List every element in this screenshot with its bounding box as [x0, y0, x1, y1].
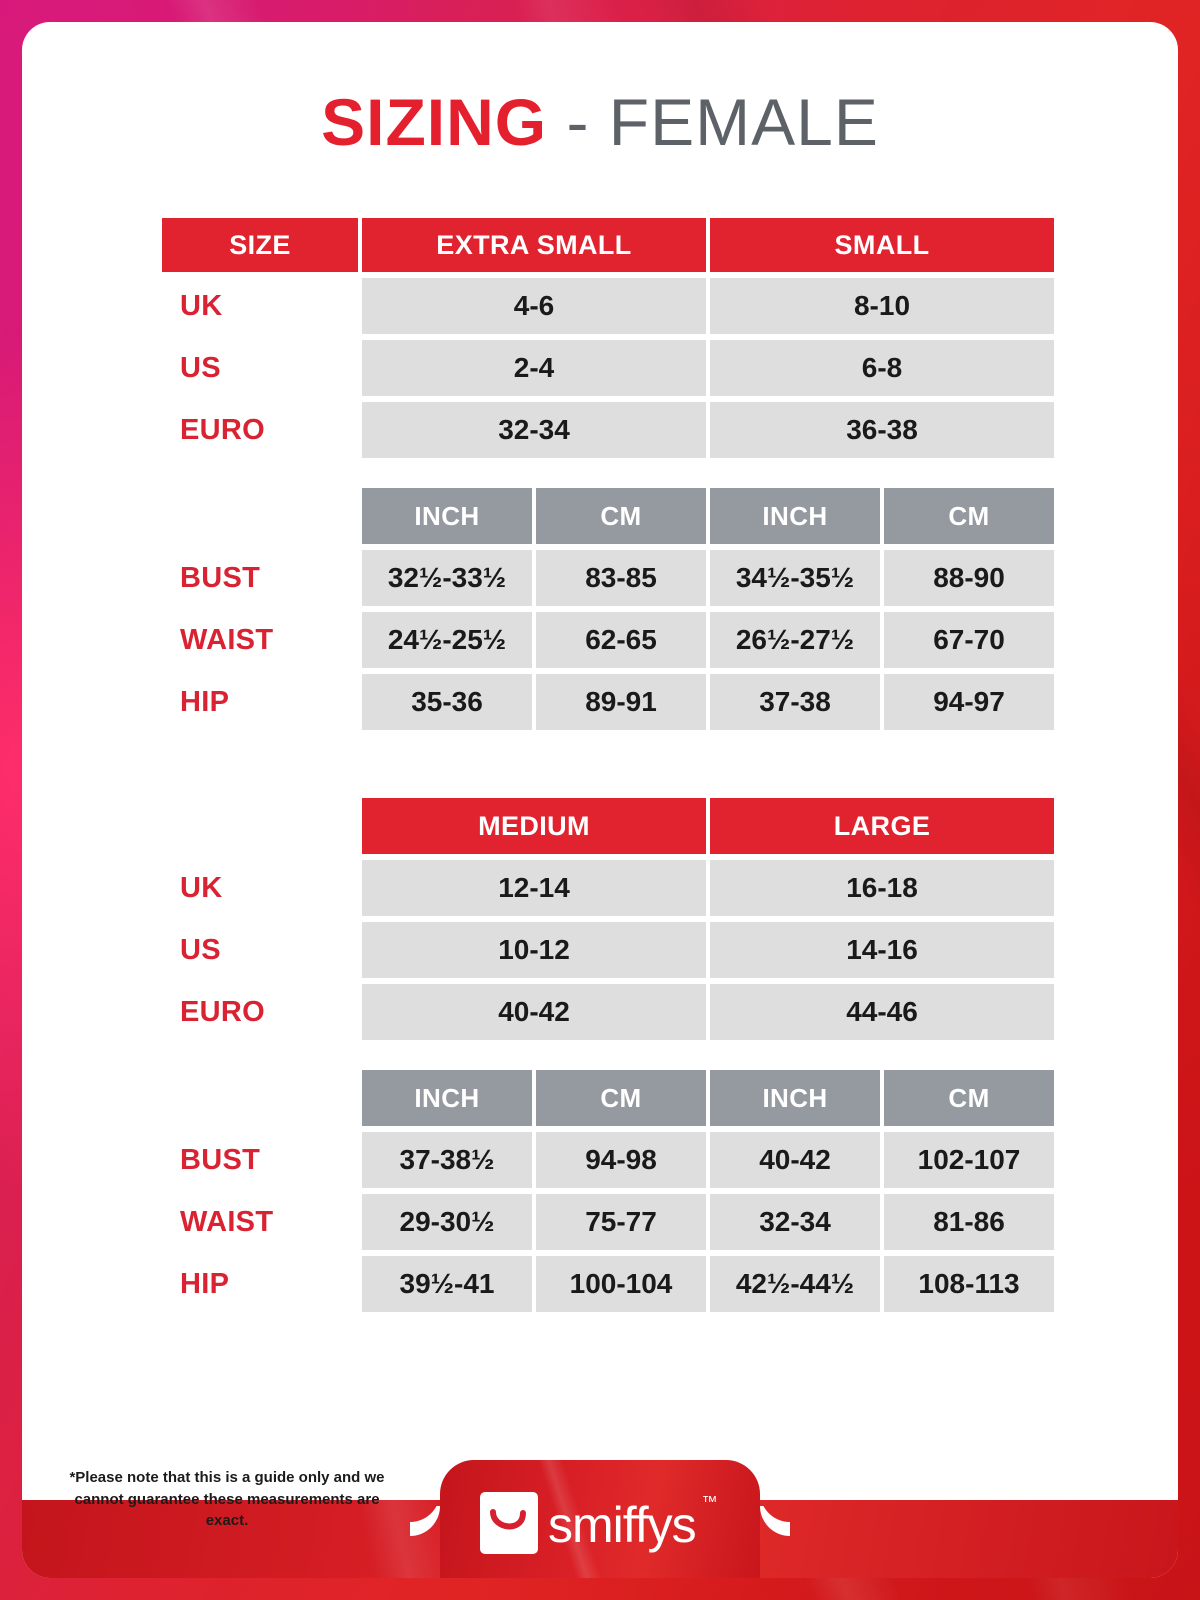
cell-euro-xs: 32-34	[362, 402, 706, 458]
table-row: EURO 40-42 44-46	[162, 984, 1055, 1040]
cell-hip-l-cm: 108-113	[884, 1256, 1055, 1312]
unit-header-inch-xs: INCH	[362, 488, 532, 544]
cell-uk-m: 12-14	[362, 860, 707, 916]
cell-hip-l-inch: 42½-44½	[710, 1256, 881, 1312]
cell-hip-m-cm: 100-104	[536, 1256, 707, 1312]
header-size-m: MEDIUM	[362, 798, 707, 854]
header-size-s: SMALL	[710, 218, 1055, 272]
cell-euro-s: 36-38	[710, 402, 1055, 458]
table-row: HIP 35-36 89-91 37-38 94-97	[162, 674, 1055, 730]
page-title: SIZING - FEMALE	[22, 22, 1178, 160]
cell-hip-xs-cm: 89-91	[536, 674, 706, 730]
sizing-table-xs-s: SIZE EXTRA SMALL SMALL UK 4-6 8-10 US 2-…	[158, 212, 1058, 736]
row-label-euro: EURO	[180, 995, 265, 1028]
table-header-row: MEDIUM LARGE	[162, 798, 1055, 854]
title-separator: -	[547, 85, 609, 159]
brand-name: smiffys	[548, 1497, 697, 1553]
cell-us-s: 6-8	[710, 340, 1055, 396]
unit-header-row: INCH CM INCH CM	[162, 1070, 1055, 1126]
cell-euro-l: 44-46	[710, 984, 1055, 1040]
cell-bust-xs-inch: 32½-33½	[362, 550, 532, 606]
table-row: US 10-12 14-16	[162, 922, 1055, 978]
unit-header-empty	[162, 1070, 358, 1126]
table-row: WAIST 29-30½ 75-77 32-34 81-86	[162, 1194, 1055, 1250]
header-empty	[162, 798, 358, 854]
cell-hip-s-inch: 37-38	[710, 674, 880, 730]
row-label-waist: WAIST	[180, 1205, 274, 1238]
cell-hip-xs-inch: 35-36	[362, 674, 532, 730]
row-spacer	[162, 1046, 1054, 1064]
cell-hip-m-inch: 39½-41	[362, 1256, 532, 1312]
cell-waist-l-cm: 81-86	[884, 1194, 1055, 1250]
row-label-hip: HIP	[180, 1267, 230, 1300]
cell-bust-m-inch: 37-38½	[362, 1132, 532, 1188]
table-separator	[162, 736, 1038, 792]
cell-bust-l-cm: 102-107	[884, 1132, 1055, 1188]
header-size-label: SIZE	[162, 218, 358, 272]
table-row: UK 12-14 16-18	[162, 860, 1055, 916]
table-row: BUST 37-38½ 94-98 40-42 102-107	[162, 1132, 1055, 1188]
cell-waist-m-inch: 29-30½	[362, 1194, 532, 1250]
cell-euro-m: 40-42	[362, 984, 707, 1040]
title-primary: SIZING	[321, 85, 548, 159]
disclaimer-text: *Please note that this is a guide only a…	[69, 1468, 385, 1530]
row-label-bust: BUST	[180, 561, 261, 594]
table-row: US 2-4 6-8	[162, 340, 1055, 396]
sizing-card: SIZING - FEMALE SIZE EXTRA SMALL SMALL U…	[22, 22, 1178, 1578]
header-size-xs: EXTRA SMALL	[362, 218, 706, 272]
footer: *Please note that this is a guide only a…	[22, 1458, 1178, 1578]
cell-uk-xs: 4-6	[362, 278, 706, 334]
smile-icon	[480, 1492, 538, 1554]
cell-bust-m-cm: 94-98	[536, 1132, 707, 1188]
cell-waist-s-inch: 26½-27½	[710, 612, 880, 668]
cell-bust-xs-cm: 83-85	[536, 550, 706, 606]
row-label-us: US	[180, 933, 221, 966]
table-header-row: SIZE EXTRA SMALL SMALL	[162, 218, 1055, 272]
unit-header-cm-s: CM	[884, 488, 1055, 544]
table-row: WAIST 24½-25½ 62-65 26½-27½ 67-70	[162, 612, 1055, 668]
row-label-us: US	[180, 351, 221, 384]
cell-waist-l-inch: 32-34	[710, 1194, 881, 1250]
cell-waist-s-cm: 67-70	[884, 612, 1055, 668]
cell-hip-s-cm: 94-97	[884, 674, 1055, 730]
table-row: EURO 32-34 36-38	[162, 402, 1055, 458]
cell-us-m: 10-12	[362, 922, 707, 978]
cell-us-l: 14-16	[710, 922, 1055, 978]
unit-header-empty	[162, 488, 358, 544]
cell-uk-s: 8-10	[710, 278, 1055, 334]
header-size-l: LARGE	[710, 798, 1055, 854]
table-row: HIP 39½-41 100-104 42½-44½ 108-113	[162, 1256, 1055, 1312]
unit-header-inch-m: INCH	[362, 1070, 532, 1126]
sizing-table-m-l: MEDIUM LARGE UK 12-14 16-18 US 10-12 14-…	[158, 792, 1058, 1318]
cell-waist-m-cm: 75-77	[536, 1194, 707, 1250]
cell-waist-xs-cm: 62-65	[536, 612, 706, 668]
smiffys-logo: smiffys ™	[480, 1492, 718, 1554]
row-label-euro: EURO	[180, 413, 265, 446]
cell-waist-xs-inch: 24½-25½	[362, 612, 532, 668]
trademark-symbol: ™	[701, 1494, 718, 1511]
unit-header-cm-m: CM	[536, 1070, 707, 1126]
title-secondary: FEMALE	[608, 85, 879, 159]
row-label-hip: HIP	[180, 685, 230, 718]
unit-header-row: INCH CM INCH CM	[162, 488, 1055, 544]
table-row: BUST 32½-33½ 83-85 34½-35½ 88-90	[162, 550, 1055, 606]
cell-bust-s-cm: 88-90	[884, 550, 1055, 606]
row-label-waist: WAIST	[180, 623, 274, 656]
unit-header-cm-xs: CM	[536, 488, 706, 544]
cell-bust-s-inch: 34½-35½	[710, 550, 880, 606]
row-spacer	[162, 464, 1054, 482]
unit-header-inch-l: INCH	[710, 1070, 881, 1126]
row-label-bust: BUST	[180, 1143, 261, 1176]
unit-header-inch-s: INCH	[710, 488, 880, 544]
cell-bust-l-inch: 40-42	[710, 1132, 881, 1188]
cell-uk-l: 16-18	[710, 860, 1055, 916]
row-label-uk: UK	[180, 289, 223, 322]
cell-us-xs: 2-4	[362, 340, 706, 396]
unit-header-cm-l: CM	[884, 1070, 1055, 1126]
table-row: UK 4-6 8-10	[162, 278, 1055, 334]
row-label-uk: UK	[180, 871, 223, 904]
